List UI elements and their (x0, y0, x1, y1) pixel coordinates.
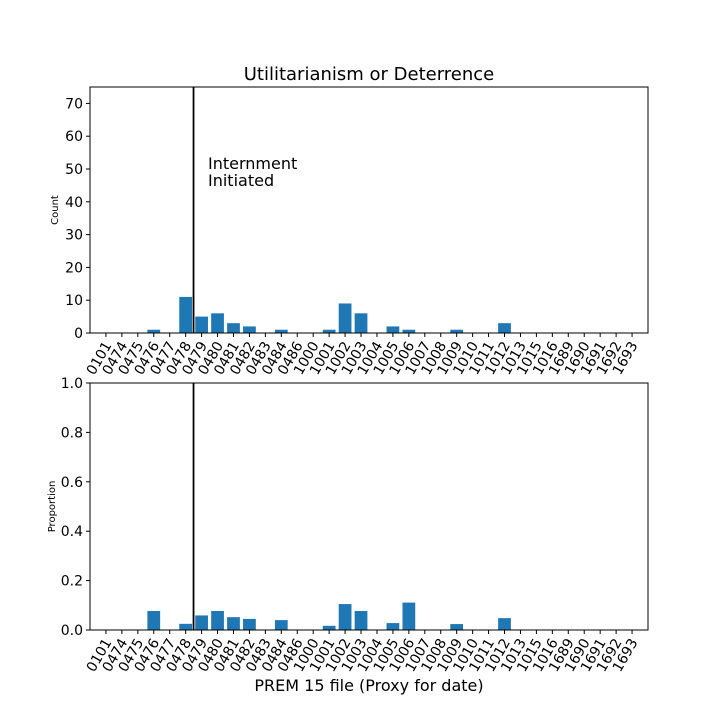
bar-1002 (338, 604, 352, 630)
bar-1006 (402, 329, 416, 333)
bar-0476 (147, 610, 161, 630)
y-tick-label: 0 (74, 326, 83, 342)
y-tick-label: 0.0 (61, 623, 83, 639)
bar-0480 (211, 610, 224, 630)
y-tick-label: 1.0 (61, 376, 83, 392)
annotation-text: Initiated (208, 171, 274, 190)
count-chart: 010203040506070Count01010474047504760477… (50, 86, 649, 378)
y-tick-label: 50 (65, 162, 83, 178)
bar-0482 (243, 618, 256, 630)
y-tick-label: 0.6 (61, 475, 83, 491)
bar-1001 (322, 625, 336, 630)
y-axis-label: Count (50, 195, 61, 225)
bar-1012 (498, 323, 511, 333)
bar-1006 (402, 602, 416, 630)
bar-0478 (179, 623, 193, 630)
axes-frame (89, 86, 649, 334)
bar-1012 (498, 618, 511, 630)
bar-0481 (227, 617, 240, 630)
y-tick-label: 70 (65, 96, 83, 112)
bar-0479 (195, 316, 208, 333)
bar-1001 (322, 329, 336, 333)
bar-0478 (179, 296, 193, 333)
annotation-text: Internment (208, 154, 297, 173)
y-tick-label: 10 (65, 293, 83, 309)
bar-0484 (274, 620, 288, 630)
bar-0479 (195, 615, 208, 630)
y-tick-label: 30 (65, 228, 83, 244)
bar-0481 (227, 323, 240, 333)
y-tick-label: 0.8 (61, 425, 83, 441)
bar-0476 (147, 329, 161, 333)
bar-1003 (354, 610, 368, 630)
bar-1003 (354, 313, 368, 333)
proportion-chart: 0.00.20.40.60.81.0Proportion010104740475… (47, 376, 649, 695)
y-tick-label: 0.4 (61, 524, 83, 540)
x-axis-label: PREM 15 file (Proxy for date) (254, 676, 483, 695)
axes-frame (89, 382, 649, 631)
bar-1002 (338, 303, 352, 333)
y-tick-label: 40 (65, 195, 83, 211)
chart-title: Utilitarianism or Deterrence (244, 64, 495, 85)
bar-1009 (450, 624, 464, 630)
bar-1005 (386, 326, 400, 333)
bar-1005 (386, 623, 400, 630)
y-tick-label: 20 (65, 260, 83, 276)
bar-0484 (274, 329, 288, 333)
y-tick-label: 0.2 (61, 574, 83, 590)
bar-0482 (243, 326, 256, 333)
bar-1009 (450, 329, 464, 333)
y-axis-label: Proportion (47, 481, 58, 533)
bar-0480 (211, 313, 224, 333)
y-tick-label: 60 (65, 129, 83, 145)
